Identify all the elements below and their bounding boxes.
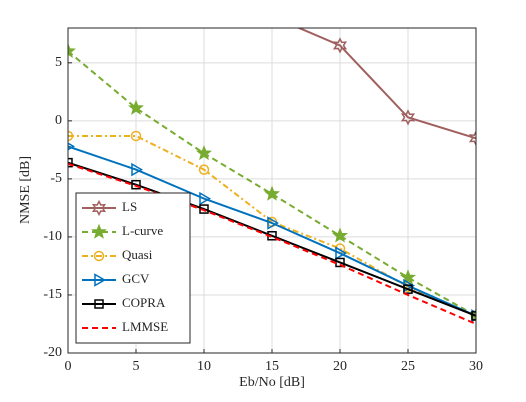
legend-label: L-curve: [122, 223, 163, 238]
legend-label: LS: [122, 199, 137, 214]
x-axis-label: Eb/No [dB]: [239, 375, 305, 390]
marker: [68, 142, 75, 151]
marker: [335, 246, 347, 260]
series-line: [68, 161, 476, 317]
y-tick-label: -20: [43, 345, 62, 360]
legend-label: LMMSE: [122, 319, 168, 334]
series-line: [296, 28, 476, 140]
marker: [91, 223, 107, 239]
marker: [68, 42, 76, 59]
ticks: 0 5 10 15 20 25 30 -20 -15 -10 -5 0 5: [43, 55, 483, 374]
y-tick-label: 5: [55, 55, 62, 70]
series-line: [68, 134, 476, 317]
y-tick-label: 0: [55, 113, 62, 128]
marker: [267, 216, 279, 230]
marker: [128, 99, 144, 115]
marker: [198, 164, 210, 175]
marker: [130, 130, 142, 142]
marker: [199, 204, 209, 214]
marker: [68, 157, 73, 168]
x-tick-label: 10: [197, 359, 211, 374]
legend-label: GCV: [122, 271, 150, 286]
marker: [199, 191, 211, 206]
y-axis-label: NMSE [dB]: [18, 156, 33, 224]
x-tick-label: 20: [333, 359, 347, 374]
x-tick-label: 0: [65, 359, 72, 374]
marker: [332, 227, 348, 243]
marker: [131, 162, 143, 177]
series-layer: [68, 10, 476, 325]
marker: [400, 269, 416, 285]
x-tick-label: 30: [469, 359, 483, 374]
marker: [468, 130, 476, 147]
marker: [91, 199, 107, 217]
marker: [93, 250, 105, 262]
marker: [471, 311, 476, 321]
legend-label: COPRA: [122, 295, 166, 310]
marker: [400, 109, 416, 126]
marker: [266, 10, 277, 23]
y-tick-label: -15: [43, 287, 62, 302]
x-tick-label: 5: [133, 359, 140, 374]
marker: [94, 299, 104, 309]
marker: [131, 179, 141, 190]
marker: [196, 144, 212, 161]
legend-label: Quasi: [122, 247, 153, 262]
x-tick-label: 15: [265, 359, 279, 374]
legend: LS L-curve Quasi GCV COPRA LMMSE: [75, 192, 191, 344]
marker: [332, 37, 348, 54]
legend-box: [75, 192, 191, 344]
y-tick-label: -5: [50, 171, 62, 186]
x-tick-label: 25: [401, 359, 415, 374]
marker: [403, 284, 413, 294]
marker: [94, 273, 106, 287]
series-line: [68, 162, 476, 325]
marker: [68, 130, 74, 142]
y-tick-label: -10: [43, 229, 62, 244]
marker: [264, 185, 280, 201]
